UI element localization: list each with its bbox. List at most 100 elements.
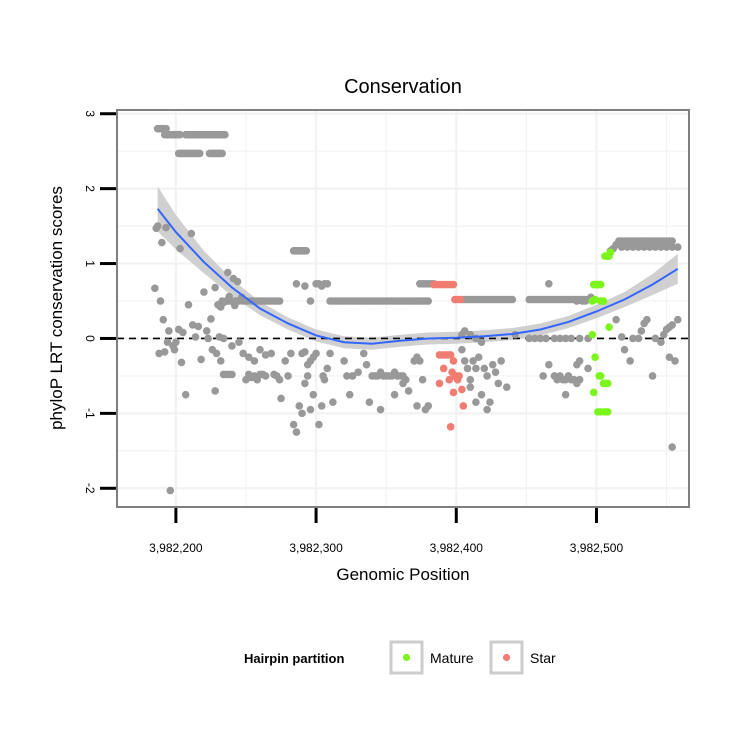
point-other	[298, 409, 306, 418]
point-other	[399, 379, 407, 388]
point-other	[626, 357, 634, 365]
point-other	[292, 279, 301, 288]
point-other	[326, 349, 334, 358]
point-other	[212, 349, 221, 358]
point-other	[567, 334, 576, 343]
data-points	[151, 124, 682, 495]
point-other	[211, 387, 219, 395]
point-other	[163, 338, 172, 347]
point-other	[165, 327, 173, 335]
point-other	[267, 349, 276, 358]
legend-item-mature: Mature	[389, 640, 474, 675]
point-other	[424, 297, 433, 305]
smooth-curve	[156, 208, 679, 345]
point-other	[502, 383, 511, 391]
point-mature	[589, 388, 598, 397]
point-other	[228, 370, 236, 379]
point-other	[623, 243, 632, 251]
point-mature	[599, 297, 608, 305]
point-other	[637, 327, 646, 335]
point-other	[306, 297, 315, 305]
point-other	[460, 357, 469, 365]
point-other	[309, 390, 318, 399]
point-star	[453, 375, 462, 384]
x-axis-title: Genomic Position	[336, 565, 469, 584]
point-other	[340, 357, 348, 365]
point-other	[194, 322, 203, 331]
point-other	[404, 387, 413, 395]
point-other	[204, 334, 212, 343]
y-axis: -2 -1 0 1 2 3	[83, 110, 116, 494]
x-tick-label: 3,982,400	[430, 541, 484, 555]
point-other	[156, 297, 165, 305]
point-other	[617, 243, 626, 251]
point-other	[376, 405, 385, 414]
point-other	[177, 358, 186, 367]
point-other	[235, 338, 243, 347]
point-other	[575, 375, 584, 384]
point-other	[651, 243, 660, 251]
point-star	[456, 295, 465, 304]
point-star	[446, 423, 455, 431]
point-star	[449, 357, 458, 365]
point-other	[287, 349, 295, 358]
point-other	[261, 372, 270, 380]
point-other	[651, 334, 660, 343]
point-other	[207, 315, 215, 323]
point-other	[275, 375, 284, 384]
point-other	[359, 349, 368, 358]
point-other	[200, 288, 208, 296]
point-other	[250, 357, 259, 365]
point-other	[211, 283, 219, 292]
point-other	[228, 342, 236, 350]
point-other	[539, 372, 547, 380]
point-other	[665, 353, 674, 361]
point-other	[362, 360, 371, 369]
point-other	[179, 328, 187, 337]
loess-line	[156, 208, 679, 345]
point-other	[323, 364, 332, 373]
point-mature	[605, 323, 613, 332]
y-tick-label: 1	[83, 260, 97, 267]
point-other	[668, 237, 676, 245]
point-other	[301, 379, 309, 388]
point-other	[648, 372, 657, 380]
point-other	[315, 420, 323, 429]
point-other	[221, 130, 229, 139]
point-other	[561, 334, 570, 343]
point-other	[458, 345, 466, 354]
point-other	[480, 364, 489, 373]
point-other	[166, 486, 175, 495]
point-other	[634, 243, 643, 251]
legend-item-star: Star	[489, 640, 556, 675]
point-other	[542, 334, 550, 343]
point-other	[162, 124, 170, 133]
point-other	[671, 357, 679, 365]
point-other	[556, 334, 564, 343]
point-other	[463, 364, 472, 373]
point-other	[187, 229, 196, 238]
point-other	[466, 383, 475, 391]
point-other	[662, 243, 671, 251]
point-other	[239, 349, 247, 358]
point-other	[634, 334, 643, 343]
point-other	[160, 348, 169, 356]
point-other	[277, 394, 285, 403]
y-tick-label: 2	[83, 185, 97, 192]
point-other	[483, 372, 491, 380]
point-other	[657, 243, 665, 251]
point-other	[159, 315, 168, 324]
x-axis: 3,982,200 3,982,300 3,982,400 3,982,500	[149, 508, 623, 555]
legend-marker-mature	[402, 653, 411, 662]
point-other	[472, 364, 480, 373]
point-other	[620, 345, 629, 354]
point-star	[445, 375, 454, 384]
legend-marker-star	[502, 653, 511, 662]
point-other	[281, 357, 290, 365]
point-other	[184, 300, 193, 309]
point-other	[202, 327, 211, 335]
y-tick-label: -2	[83, 483, 97, 494]
point-other	[170, 345, 179, 354]
point-other	[477, 390, 486, 399]
point-other	[176, 244, 184, 253]
